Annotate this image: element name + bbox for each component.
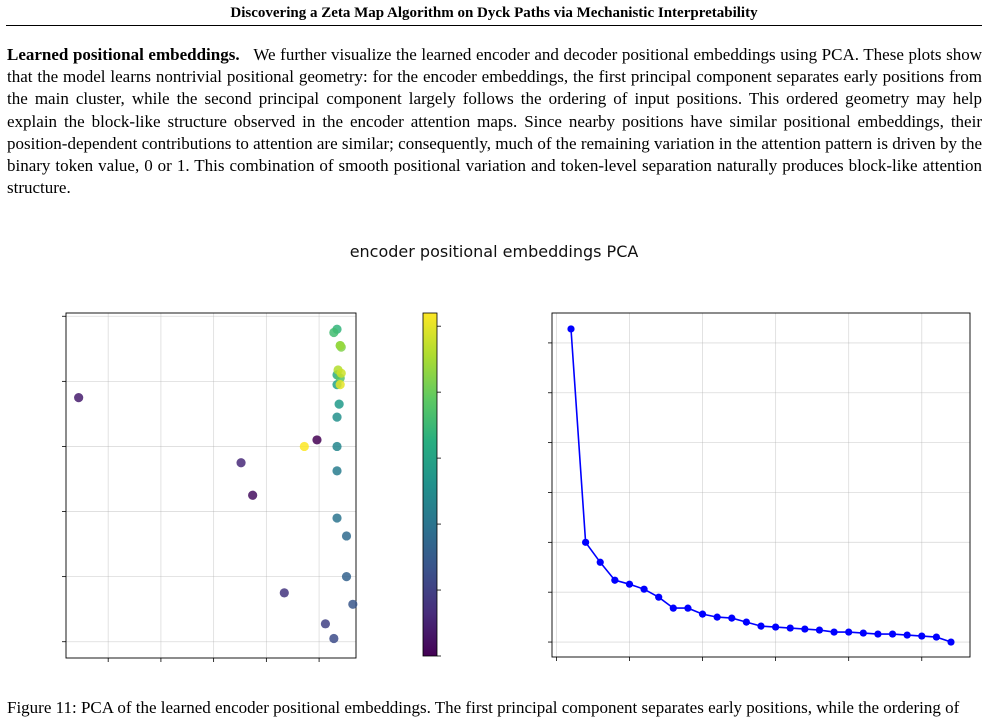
pca-scatter-chart [62, 312, 358, 662]
scatter-point-1 [248, 490, 258, 500]
scatter-point-26 [299, 441, 309, 452]
variance-point-21 [859, 629, 867, 637]
figure-caption: Figure 11: PCA of the learned encoder po… [7, 698, 960, 717]
variance-point-13 [742, 618, 750, 626]
variance-point-11 [713, 613, 721, 621]
scatter-point-4 [279, 588, 289, 598]
scatter-point-12 [332, 441, 342, 452]
variance-point-16 [786, 624, 794, 632]
paragraph-text: We further visualize the learned encoder… [7, 45, 983, 198]
scatter-point-0 [312, 435, 322, 445]
header-rule [6, 25, 982, 26]
variance-point-6 [640, 585, 648, 593]
variance-point-1 [567, 325, 575, 333]
variance-point-9 [684, 604, 692, 612]
paragraph-heading: Learned positional embeddings. [7, 45, 240, 64]
plot-frame [65, 312, 357, 659]
variance-point-2 [582, 538, 590, 546]
variance-point-23 [888, 630, 897, 638]
scatter-point-2 [74, 393, 84, 403]
figure [62, 312, 971, 662]
scatter-point-5 [320, 619, 331, 629]
variance-point-12 [728, 614, 736, 622]
variance-point-4 [611, 576, 619, 584]
scatter-point-10 [332, 513, 342, 523]
variance-point-25 [918, 632, 926, 640]
plot-frame [551, 312, 971, 658]
variance-point-3 [596, 558, 604, 566]
variance-point-17 [801, 625, 809, 633]
variance-point-19 [830, 628, 838, 636]
scatter-point-25 [335, 380, 345, 390]
scatter-point-22 [335, 340, 345, 351]
scatter-point-24 [336, 368, 346, 378]
scatter-point-6 [329, 633, 339, 644]
scatter-point-8 [341, 572, 352, 582]
scatter-point-9 [341, 531, 352, 541]
variance-point-15 [772, 623, 780, 631]
scatter-point-7 [348, 599, 358, 609]
variance-point-20 [845, 628, 853, 636]
figure-suptitle: encoder positional embeddings PCA [349, 242, 639, 261]
variance-point-5 [625, 580, 634, 588]
colorbar-gradient [422, 312, 438, 657]
explained-variance-chart [548, 312, 971, 661]
scatter-point-18 [329, 327, 339, 338]
variance-point-10 [698, 610, 707, 618]
scatter-point-3 [236, 458, 246, 468]
variance-line [570, 328, 952, 643]
variance-point-27 [947, 638, 955, 646]
scatter-point-13 [332, 412, 342, 422]
variance-point-8 [669, 604, 677, 612]
scatter-point-11 [332, 466, 342, 476]
scatter-point-14 [334, 399, 344, 409]
variance-point-18 [815, 626, 824, 634]
variance-point-26 [932, 633, 940, 641]
variance-point-7 [655, 593, 663, 601]
variance-point-24 [903, 631, 911, 639]
variance-point-22 [874, 630, 882, 638]
colorbar [422, 312, 441, 657]
body-paragraph: Learned positional embeddings. We furthe… [7, 44, 982, 199]
running-header: Discovering a Zeta Map Algorithm on Dyck… [230, 5, 758, 21]
variance-point-14 [757, 622, 765, 630]
